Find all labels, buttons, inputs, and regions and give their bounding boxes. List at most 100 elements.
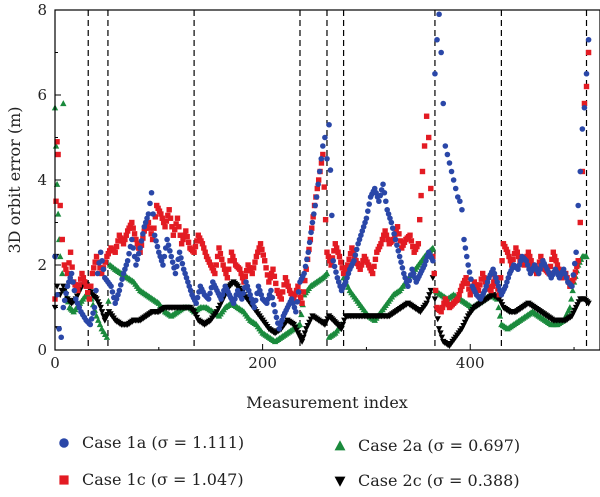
data-point	[165, 212, 171, 219]
data-point	[424, 296, 432, 303]
data-point	[381, 189, 388, 196]
data-point	[127, 222, 134, 229]
data-point	[475, 287, 482, 294]
data-point	[253, 253, 260, 260]
data-point	[569, 287, 576, 294]
data-point	[98, 309, 106, 316]
data-point	[288, 290, 294, 297]
data-point	[59, 270, 66, 277]
data-point	[56, 253, 64, 260]
data-point	[119, 276, 125, 282]
data-point	[312, 202, 319, 209]
data-point	[497, 275, 504, 281]
data-point	[585, 36, 592, 43]
data-point	[203, 253, 210, 260]
data-point	[396, 253, 403, 260]
data-point	[174, 263, 180, 270]
legend-marker	[334, 476, 346, 487]
data-point	[306, 246, 312, 253]
data-point	[80, 275, 87, 281]
data-point	[87, 321, 94, 328]
data-point	[493, 274, 499, 281]
data-point	[344, 274, 350, 281]
data-point	[191, 249, 197, 255]
data-point	[169, 259, 176, 265]
data-point	[579, 126, 586, 132]
data-point	[264, 272, 271, 278]
data-point	[399, 245, 405, 251]
data-point	[423, 113, 430, 119]
data-point	[494, 279, 501, 285]
data-point	[102, 259, 108, 265]
data-point	[483, 283, 489, 290]
data-point	[345, 262, 351, 268]
data-point	[60, 100, 67, 107]
data-point	[338, 259, 344, 265]
data-point	[385, 211, 392, 217]
data-point	[562, 270, 568, 277]
data-point	[298, 338, 306, 345]
data-point	[353, 246, 360, 253]
data-point	[161, 253, 168, 260]
data-point	[269, 294, 276, 301]
data-point	[59, 236, 65, 243]
data-point	[176, 249, 183, 256]
data-point	[91, 265, 97, 271]
data-point	[426, 134, 432, 141]
data-point	[575, 258, 581, 264]
data-point	[184, 233, 190, 240]
data-point	[437, 330, 444, 337]
data-point	[538, 253, 544, 260]
data-point	[444, 299, 450, 305]
data-point	[401, 239, 408, 246]
data-point	[116, 287, 123, 294]
data-point	[426, 292, 433, 299]
data-point	[183, 274, 190, 281]
data-point	[216, 245, 222, 251]
data-point	[99, 270, 105, 277]
data-point	[506, 253, 512, 260]
y-tick-label: 4	[37, 171, 47, 189]
data-point	[138, 242, 145, 248]
data-point	[212, 270, 218, 277]
data-point	[378, 241, 384, 247]
data-point	[521, 262, 527, 268]
legend-entry: Case 1a (σ = 1.111)	[59, 433, 244, 452]
data-point	[92, 259, 98, 265]
data-point	[442, 143, 449, 149]
data-point	[356, 263, 362, 270]
legend-marker	[59, 438, 69, 448]
data-point	[333, 269, 339, 275]
data-point	[573, 249, 579, 256]
data-point	[327, 258, 333, 264]
data-point	[455, 296, 461, 302]
data-point	[238, 270, 244, 277]
data-point	[374, 249, 380, 255]
data-point	[126, 225, 132, 231]
data-point	[82, 279, 88, 285]
data-point	[554, 262, 561, 268]
data-point	[583, 253, 590, 260]
data-point	[581, 104, 588, 111]
data-point	[178, 255, 184, 261]
data-point	[427, 287, 434, 294]
x-tick-label: 0	[50, 354, 60, 372]
data-point	[410, 243, 416, 250]
data-point	[257, 241, 264, 247]
data-point	[251, 304, 258, 311]
data-point	[219, 256, 225, 263]
data-point	[322, 134, 328, 141]
data-point	[503, 246, 509, 253]
data-point	[442, 296, 449, 302]
data-point	[226, 266, 232, 272]
data-point	[232, 296, 238, 302]
data-point	[208, 262, 214, 268]
data-point	[281, 282, 287, 288]
data-point	[384, 206, 390, 213]
data-point	[516, 262, 523, 268]
data-point	[421, 143, 428, 149]
data-point	[242, 273, 249, 280]
data-point	[179, 260, 186, 267]
data-point	[67, 274, 74, 281]
